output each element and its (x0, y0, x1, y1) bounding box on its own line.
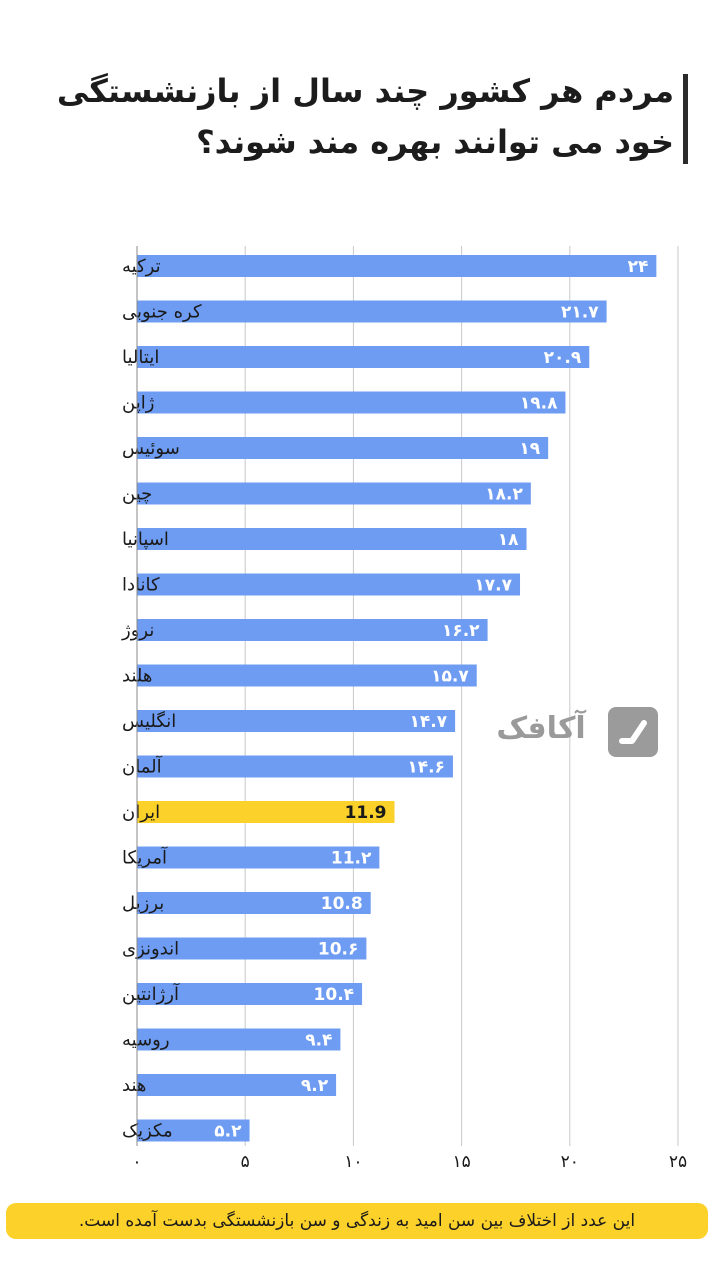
footer-note: این عدد از اختلاف بین سن امید به زندگی و… (6, 1203, 708, 1239)
category-label: ایتالیا (122, 347, 159, 368)
bar-value-label: ۹.۴ (305, 1031, 332, 1051)
bar-value-label: ۱۹.۸ (520, 394, 558, 414)
x-tick-label: ۰ (132, 1152, 141, 1172)
bar-value-label: ۵.۲ (214, 1122, 242, 1142)
bar (137, 664, 477, 687)
category-label: کره جنوبی (122, 302, 202, 323)
bar (137, 346, 590, 368)
bar-value-label: 10.۶ (318, 940, 359, 960)
bar (137, 1074, 337, 1096)
bar-value-label: ۱۶.۲ (442, 621, 480, 641)
bar-value-label: ۱۸ (498, 530, 519, 550)
x-tick-label: ۲۰ (561, 1152, 579, 1172)
bar (137, 482, 531, 505)
bar-chart: ۲۴ ترکیه ۲۱.۷ کره جنوبی ۲۰.۹ ایتالیا ۱۹.۸ ژاپن ۱… (121, 246, 687, 1172)
category-label: اسپانیا (122, 529, 169, 550)
category-label: آمریکا (122, 846, 168, 869)
bar-value-label: ۱۴.۶ (407, 758, 445, 778)
logo-mark-icon (608, 707, 658, 757)
bar (137, 437, 549, 459)
category-label: برزیل (122, 893, 164, 914)
bar-value-label: ۱۵.۷ (431, 667, 469, 687)
bar-value-label: ۱۷.۷ (474, 576, 512, 596)
bar (137, 300, 607, 323)
bar (137, 892, 371, 914)
bar-value-label: ۲۴ (628, 257, 649, 277)
category-label: ترکیه (122, 256, 161, 277)
category-label: سوئیس (122, 438, 180, 459)
bar-value-label: ۲۱.۷ (561, 303, 599, 323)
bar (137, 710, 456, 732)
bar (137, 619, 488, 641)
category-label: آلمان (122, 755, 163, 778)
bar-value-label: 10.۴ (314, 985, 355, 1005)
bar (137, 801, 395, 823)
x-tick-label: ۱۰ (344, 1152, 362, 1172)
bar (137, 983, 363, 1005)
x-tick-label: ۲۵ (669, 1152, 687, 1172)
bar (137, 391, 566, 414)
bar (137, 846, 380, 869)
category-label: مکزیک (122, 1121, 173, 1142)
bar-value-label: 11.9 (345, 803, 387, 823)
bar (137, 1028, 341, 1051)
bar-value-label: ۱۸.۲ (485, 485, 523, 505)
category-label: انگلیس (122, 710, 176, 732)
x-tick-label: ۵ (241, 1152, 250, 1172)
bar-value-label: ۲۰.۹ (544, 348, 582, 368)
bar (137, 573, 521, 596)
title-accent-bar (683, 74, 688, 164)
bar (137, 528, 527, 550)
chart-title: مردم هر کشور چند سال از بازنشستگی خود می… (56, 72, 674, 161)
category-label: ژاپن (122, 393, 154, 414)
bar-value-label: 11.۲ (331, 849, 372, 869)
logo-text: آکافک (496, 711, 586, 746)
bar (137, 255, 657, 277)
category-label: نروژ (121, 620, 154, 641)
category-label: اندونزی (122, 939, 179, 960)
x-tick-label: ۱۵ (452, 1152, 470, 1172)
category-label: کانادا (122, 575, 160, 596)
logo: آکافک (480, 705, 662, 759)
bar (137, 1119, 250, 1142)
category-label: آرژانتین (122, 982, 180, 1005)
bar (137, 937, 367, 960)
category-label: ایران (122, 802, 160, 823)
category-label: روسیه (122, 1030, 170, 1051)
bar-value-label: ۱۹ (519, 439, 540, 459)
bar (137, 755, 453, 778)
bar-value-label: ۱۴.۷ (410, 712, 448, 732)
category-label: هند (122, 1075, 146, 1096)
bar-value-label: 10.8 (321, 894, 363, 914)
bar-value-label: ۹.۲ (301, 1076, 329, 1096)
